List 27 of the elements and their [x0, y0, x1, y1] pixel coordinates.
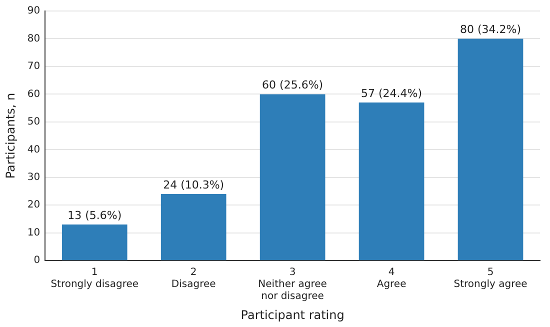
- x-tick-label: 3 Neither agree nor disagree: [258, 267, 327, 302]
- data-label: 57 (24.4%): [361, 86, 422, 100]
- bar: [358, 102, 424, 260]
- bar: [62, 224, 128, 260]
- y-tick-label: 30: [27, 172, 40, 183]
- y-tick-label: 90: [27, 6, 40, 17]
- x-tick-label: 2 Disagree: [171, 267, 216, 290]
- data-label: 60 (25.6%): [262, 78, 324, 92]
- x-axis-title: Participant rating: [240, 308, 344, 322]
- x-tick-label: 1 Strongly disagree: [50, 267, 139, 290]
- y-tick-label: 80: [27, 33, 40, 44]
- bar: [160, 194, 226, 260]
- data-label: 24 (10.3%): [163, 178, 224, 192]
- data-label: 13 (5.6%): [68, 208, 122, 222]
- y-tick-label: 70: [27, 61, 40, 72]
- data-label: 80 (34.2%): [460, 23, 522, 36]
- bar: [458, 38, 524, 260]
- y-tick-label: 10: [27, 227, 40, 238]
- x-tick-label: 5 Strongly agree: [454, 267, 528, 290]
- y-tick-label: 40: [27, 144, 40, 156]
- y-tick-label: 60: [27, 88, 40, 100]
- y-axis-title: Participants, n: [3, 92, 18, 179]
- bar: [260, 94, 326, 260]
- y-tick-label: 0: [34, 255, 40, 266]
- x-tick-label: 4 Agree: [376, 267, 406, 290]
- y-tick-label: 20: [27, 200, 40, 211]
- y-tick-label: 50: [27, 116, 40, 128]
